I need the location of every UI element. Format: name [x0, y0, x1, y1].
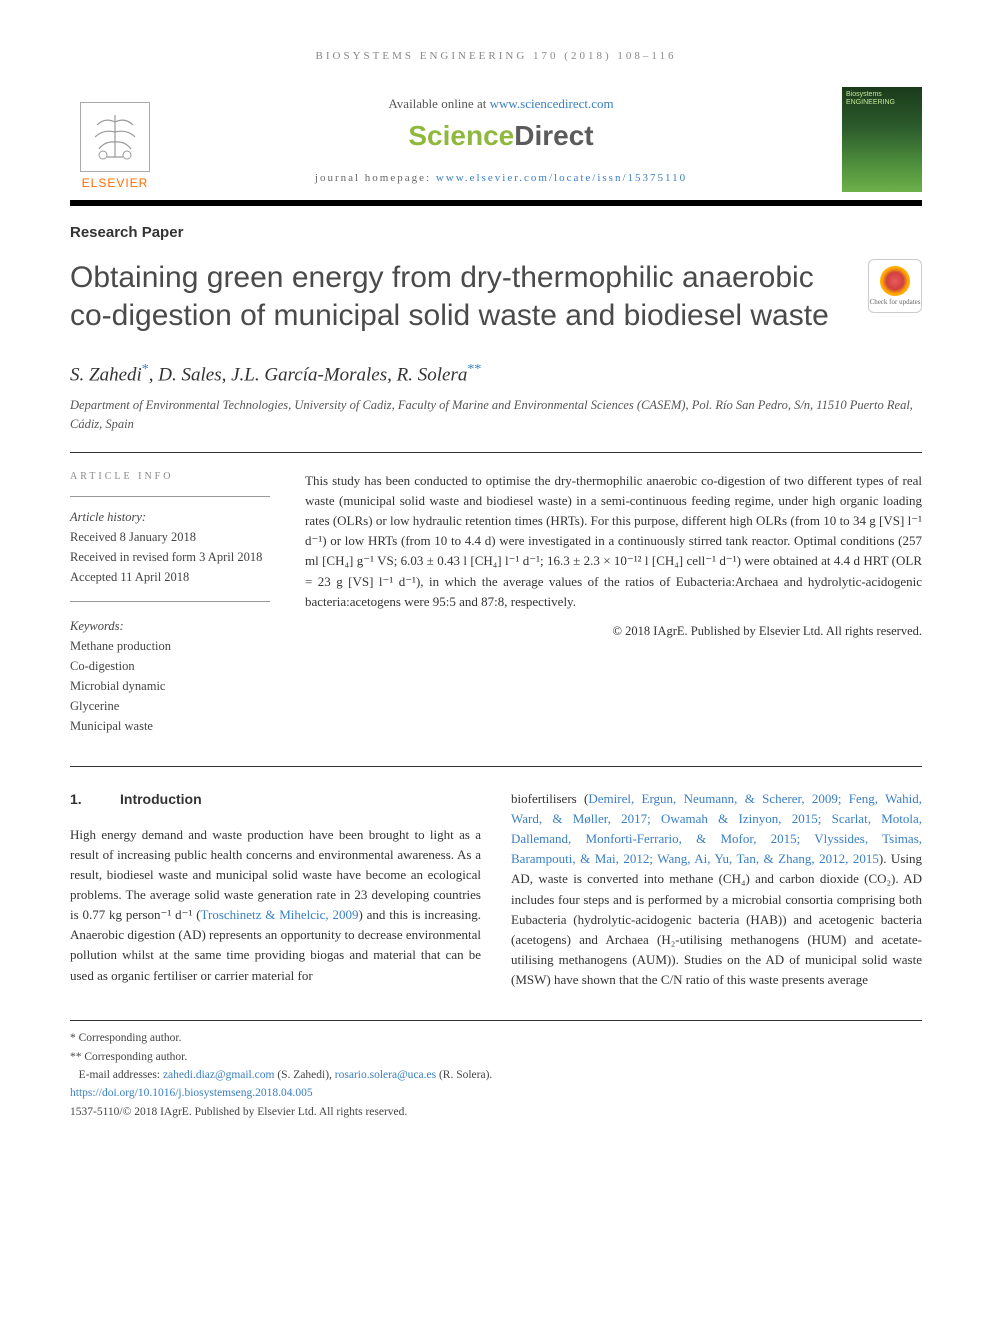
- footnotes: * Corresponding author. ** Corresponding…: [70, 1020, 922, 1121]
- corr-mark-2[interactable]: **: [467, 362, 481, 377]
- elsevier-text: ELSEVIER: [82, 176, 149, 190]
- body-text: biofertilisers (: [511, 791, 588, 806]
- journal-cover-title: Biosystems ENGINEERING: [846, 91, 918, 106]
- email-link-1[interactable]: zahedi.diaz@gmail.com: [163, 1069, 275, 1081]
- journal-home-link[interactable]: www.elsevier.com/locate/issn/15375110: [436, 172, 687, 184]
- revised-date: Received in revised form 3 April 2018: [70, 547, 270, 567]
- sciencedirect-link[interactable]: www.sciencedirect.com: [490, 96, 614, 111]
- article-info: ARTICLE INFO Article history: Received 8…: [70, 471, 270, 736]
- history-label: Article history:: [70, 507, 270, 527]
- header-center: Available online at www.sciencedirect.co…: [180, 96, 822, 184]
- email-line: E-mail addresses: zahedi.diaz@gmail.com …: [70, 1066, 922, 1084]
- doi-link[interactable]: https://doi.org/10.1016/j.biosystemseng.…: [70, 1087, 313, 1099]
- header-banner: ELSEVIER Available online at www.science…: [70, 87, 922, 192]
- received-date: Received 8 January 2018: [70, 527, 270, 547]
- journal-home-prefix: journal homepage:: [315, 172, 436, 184]
- keywords-label: Keywords:: [70, 616, 270, 636]
- rule-body: [70, 766, 922, 767]
- email-who-2: (R. Solera).: [436, 1069, 492, 1081]
- abstract-copyright: © 2018 IAgrE. Published by Elsevier Ltd.…: [305, 622, 922, 641]
- email-link-2[interactable]: rosario.solera@uca.es: [335, 1069, 436, 1081]
- available-prefix: Available online at: [388, 96, 489, 111]
- sd-direct: Direct: [514, 120, 593, 151]
- accepted-date: Accepted 11 April 2018: [70, 567, 270, 587]
- corr-footnote-1: * Corresponding author.: [70, 1029, 922, 1047]
- divider-bar: [70, 200, 922, 206]
- sciencedirect-logo[interactable]: ScienceDirect: [180, 120, 822, 152]
- ai-sep: [70, 601, 270, 602]
- article-type: Research Paper: [70, 224, 922, 241]
- authors: S. Zahedi*, D. Sales, J.L. García-Morale…: [70, 362, 922, 386]
- corr-mark-1[interactable]: *: [142, 362, 149, 377]
- keyword: Methane production: [70, 636, 270, 656]
- column-right: biofertilisers (Demirel, Ergun, Neumann,…: [511, 789, 922, 990]
- running-head: BIOSYSTEMS ENGINEERING 170 (2018) 108–11…: [70, 50, 922, 62]
- available-online: Available online at www.sciencedirect.co…: [180, 96, 822, 112]
- journal-cover[interactable]: Biosystems ENGINEERING: [842, 87, 922, 192]
- sd-science: Science: [408, 120, 514, 151]
- email-label: E-mail addresses:: [79, 1069, 163, 1081]
- body-paragraph: biofertilisers (Demirel, Ergun, Neumann,…: [511, 789, 922, 990]
- section-title: Introduction: [120, 791, 202, 807]
- abstract: This study has been conducted to optimis…: [305, 471, 922, 736]
- abstract-text: This study has been conducted to optimis…: [305, 471, 922, 612]
- rule-top: [70, 452, 922, 453]
- article-title: Obtaining green energy from dry-thermoph…: [70, 259, 848, 334]
- article-info-head: ARTICLE INFO: [70, 471, 270, 482]
- keyword: Municipal waste: [70, 716, 270, 736]
- citation-link[interactable]: Troschinetz & Mihelcic, 2009: [201, 907, 359, 922]
- author-sep: ,: [149, 364, 159, 385]
- corr-footnote-2: ** Corresponding author.: [70, 1048, 922, 1066]
- column-left: 1.Introduction High energy demand and wa…: [70, 789, 481, 990]
- issn-copyright: 1537-5110/© 2018 IAgrE. Published by Els…: [70, 1103, 922, 1121]
- keyword: Microbial dynamic: [70, 676, 270, 696]
- check-updates-badge[interactable]: Check for updates: [868, 259, 922, 313]
- affiliation: Department of Environmental Technologies…: [70, 396, 922, 434]
- body-columns: 1.Introduction High energy demand and wa…: [70, 789, 922, 990]
- journal-homepage: journal homepage: www.elsevier.com/locat…: [180, 172, 822, 184]
- crossmark-icon: [880, 266, 910, 296]
- check-updates-label: Check for updates: [870, 298, 921, 306]
- email-who-1: (S. Zahedi),: [274, 1069, 334, 1081]
- section-1-head: 1.Introduction: [70, 789, 481, 811]
- ai-rule: [70, 496, 270, 497]
- section-num: 1.: [70, 789, 120, 811]
- author-1: S. Zahedi: [70, 364, 142, 385]
- elsevier-logo[interactable]: ELSEVIER: [70, 90, 160, 190]
- elsevier-tree-icon: [80, 102, 150, 172]
- keyword: Co-digestion: [70, 656, 270, 676]
- keyword: Glycerine: [70, 696, 270, 716]
- body-paragraph: High energy demand and waste production …: [70, 825, 481, 986]
- body-text: ). Using AD, waste is converted into met…: [511, 851, 922, 987]
- authors-rest: D. Sales, J.L. García-Morales, R. Solera: [158, 364, 467, 385]
